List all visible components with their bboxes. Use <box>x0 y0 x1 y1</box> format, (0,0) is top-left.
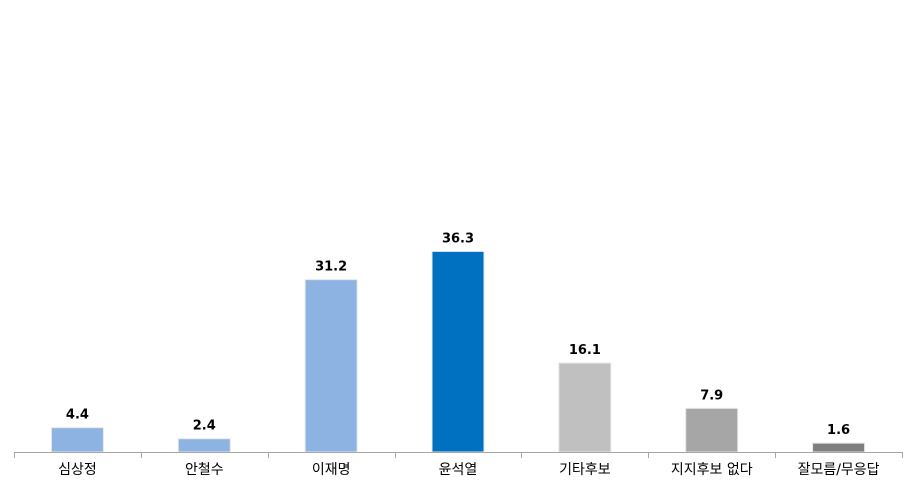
data-label: 16.1 <box>569 343 601 358</box>
bars-group <box>50 250 866 453</box>
data-label: 31.2 <box>315 260 347 275</box>
data-label: 36.3 <box>442 231 474 246</box>
x-tick-label: 잘모름/무응답 <box>798 462 880 478</box>
x-tick-label: 지지후보 없다 <box>671 462 753 478</box>
value-labels-group: 4.4 2.4 31.2 36.3 16.1 7.9 1.6 <box>66 231 850 438</box>
data-label: 1.6 <box>827 423 850 438</box>
x-tick-label: 윤석열 <box>439 462 478 478</box>
bar <box>304 279 358 453</box>
x-axis-ticks-group <box>14 452 903 458</box>
x-tick-label: 이재명 <box>312 462 351 478</box>
x-tick-label: 심상정 <box>58 462 97 478</box>
bar <box>558 362 612 453</box>
data-label: 2.4 <box>193 419 216 434</box>
x-tick-label: 기타후보 <box>559 462 611 478</box>
bar <box>50 427 104 453</box>
bar <box>177 438 231 453</box>
bar <box>812 442 866 453</box>
x-tick-label: 안철수 <box>185 462 224 478</box>
data-label: 4.4 <box>66 408 89 423</box>
bar <box>431 250 485 453</box>
category-labels-group: 심상정 안철수 이재명 윤석열 기타후보 지지후보 없다 잘모름/무응답 <box>58 462 880 478</box>
bar <box>685 407 739 453</box>
data-label: 7.9 <box>700 388 723 403</box>
